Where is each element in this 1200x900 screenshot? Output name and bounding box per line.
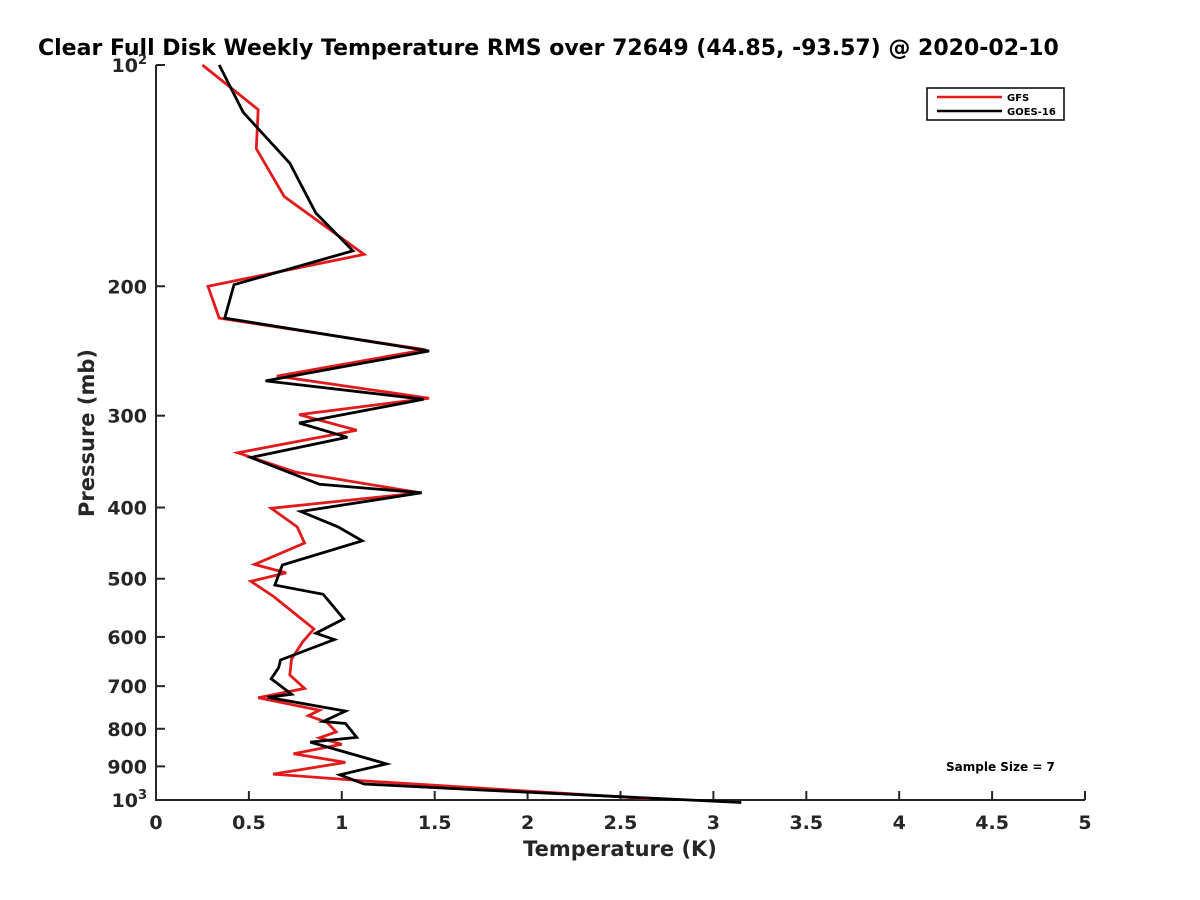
y-tick-label-text: 400 xyxy=(107,498,147,520)
y-tick-label: 102 xyxy=(112,53,148,77)
x-tick-label: 3.5 xyxy=(789,812,823,834)
series-line-gfs xyxy=(201,63,651,801)
x-axis-label: Temperature (K) xyxy=(523,837,717,861)
y-tick-label: 700 xyxy=(107,676,147,698)
y-tick-label: 200 xyxy=(107,276,147,298)
y-tick-label-text: 500 xyxy=(107,569,147,591)
y-tick-label-text: 10 xyxy=(112,55,138,77)
x-tick-label: 0.5 xyxy=(232,812,266,834)
x-tick-label: 5 xyxy=(1078,812,1091,834)
y-tick-label-text: 700 xyxy=(107,676,147,698)
y-tick-label-text: 800 xyxy=(107,719,147,741)
x-tick-label: 2.5 xyxy=(604,812,638,834)
x-tick-label: 2 xyxy=(521,812,534,834)
x-tick-label: 1 xyxy=(335,812,348,834)
sample-size-annotation: Sample Size = 7 xyxy=(946,760,1055,774)
legend-box xyxy=(926,87,1065,121)
y-tick-label: 103 xyxy=(112,788,148,812)
x-ticks: 0 0.5 1 1.5 2 2.5 3 3.5 4 4.5 5 xyxy=(149,791,1092,834)
y-tick-label: 900 xyxy=(107,756,147,778)
y-tick-label-text: 10 xyxy=(112,790,138,812)
series-line-goes16 xyxy=(217,64,742,804)
y-tick-label: 600 xyxy=(107,627,147,649)
y-tick-label: 400 xyxy=(107,498,147,520)
y-tick-label: 500 xyxy=(107,569,147,591)
x-tick-label: 1.5 xyxy=(418,812,452,834)
x-tick-label: 4 xyxy=(893,812,906,834)
y-tick-label: 800 xyxy=(107,719,147,741)
x-tick-label: 3 xyxy=(707,812,720,834)
y-tick-label: 300 xyxy=(107,406,147,428)
y-tick-label-text: 200 xyxy=(107,276,147,298)
chart-title: Clear Full Disk Weekly Temperature RMS o… xyxy=(38,36,1059,61)
y-tick-label-exponent: 3 xyxy=(138,788,147,803)
x-tick-label: 4.5 xyxy=(975,812,1009,834)
legend: GFS GOES-16 xyxy=(926,87,1065,121)
y-tick-label-text: 600 xyxy=(107,627,147,649)
y-axis-label: Pressure (mb) xyxy=(75,349,99,517)
series-layer xyxy=(201,63,742,804)
legend-label-gfs: GFS xyxy=(1007,93,1029,104)
x-tick-label: 0 xyxy=(149,812,162,834)
y-tick-label-exponent: 2 xyxy=(138,53,147,68)
y-tick-label-text: 900 xyxy=(107,756,147,778)
legend-label-goes16: GOES-16 xyxy=(1007,107,1056,118)
y-tick-label-text: 300 xyxy=(107,406,147,428)
